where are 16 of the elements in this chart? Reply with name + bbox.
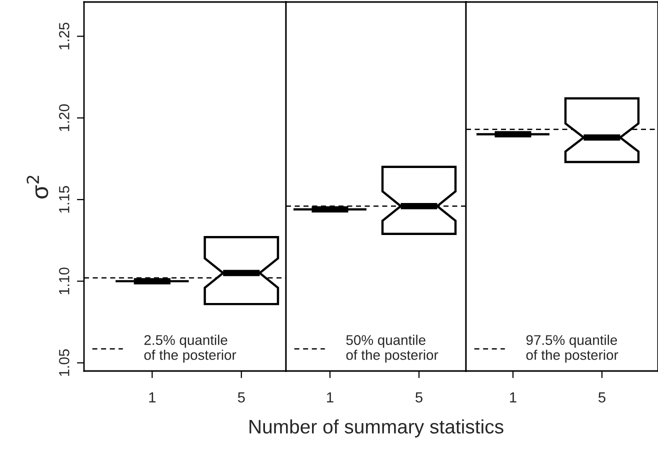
x-axis-title: Number of summary statistics — [250, 419, 504, 438]
legend-label: 97.5% quantile of the posterior — [526, 334, 618, 363]
x-tick-label: 1 — [510, 392, 516, 402]
legend-label: 50% quantile of the posterior — [346, 334, 438, 363]
y-tick-label: 1.20 — [58, 104, 70, 132]
y-tick-label: 1.15 — [59, 186, 70, 213]
x-tick-label: 5 — [598, 392, 606, 403]
y-tick-label: 1.05 — [58, 349, 70, 376]
y-tick-label: 1.25 — [58, 22, 70, 50]
x-tick-label: 5 — [238, 392, 245, 403]
y-axis-title: σ$^{2}$ — [26, 176, 48, 198]
x-tick-label: 1 — [149, 392, 156, 402]
x-tick-label: 5 — [416, 392, 422, 403]
legend-label: 2.5% quantile of the posterior — [144, 334, 236, 363]
y-tick-label: 1.10 — [58, 268, 70, 294]
x-tick-label: 1 — [327, 392, 334, 402]
